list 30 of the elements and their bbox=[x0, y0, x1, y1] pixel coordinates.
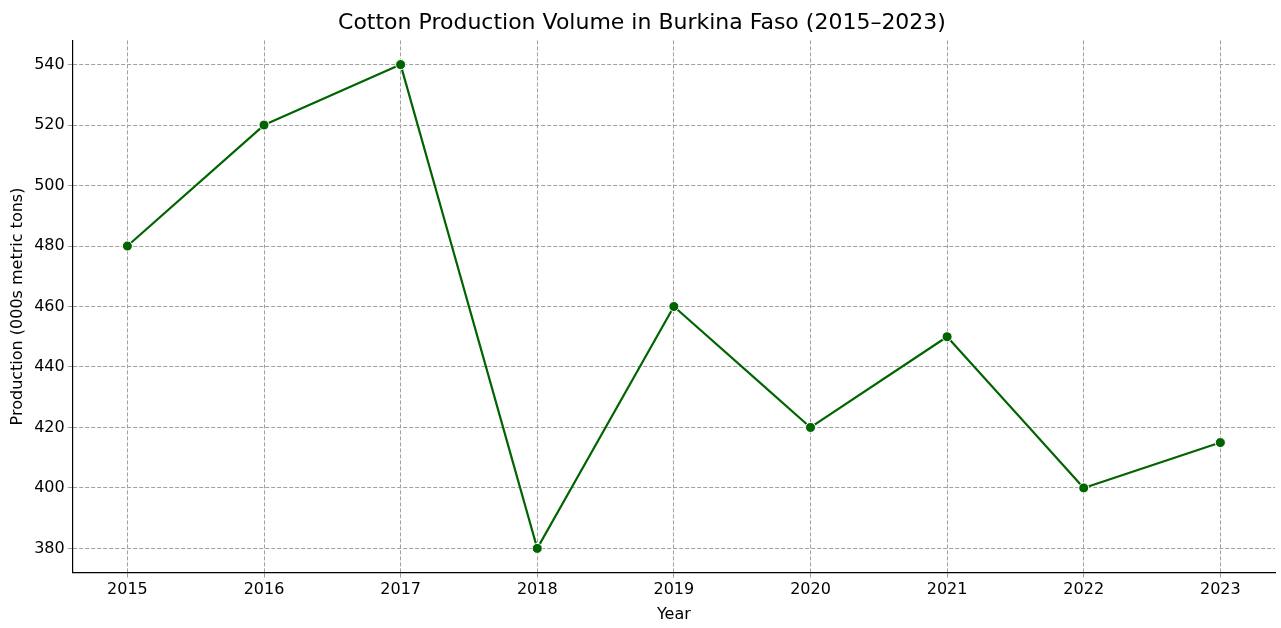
y-tick-label: 540 bbox=[34, 53, 65, 73]
y-tick-label: 380 bbox=[34, 537, 65, 557]
point bbox=[941, 331, 953, 343]
point bbox=[1078, 482, 1090, 494]
y-tick-label: 460 bbox=[34, 295, 65, 315]
point bbox=[258, 119, 270, 131]
y-tick-label: 400 bbox=[34, 477, 65, 497]
chart-title: Cotton Production Volume in Burkina Faso (2015–2023) bbox=[338, 8, 946, 34]
point bbox=[668, 301, 680, 312]
point bbox=[531, 542, 543, 554]
point bbox=[395, 59, 407, 71]
x-tick-label: 2017 bbox=[380, 579, 421, 599]
x-tick-label: 2020 bbox=[790, 579, 831, 599]
y-tick-label: 480 bbox=[34, 235, 65, 255]
x-tick-label: 2022 bbox=[1063, 579, 1105, 599]
x-tick-label: 2023 bbox=[1199, 579, 1241, 599]
y-axis-title: Production (000s metric tons) bbox=[6, 187, 26, 426]
x-tick-label: 2015 bbox=[107, 579, 148, 599]
y-tick-label: 500 bbox=[34, 174, 65, 194]
y-tick-label: 420 bbox=[34, 416, 65, 436]
x-tick-label: 2021 bbox=[926, 579, 968, 599]
x-tick-label: 2018 bbox=[516, 579, 558, 599]
x-tick-label: 2019 bbox=[653, 579, 695, 599]
x-axis-title: Year bbox=[655, 603, 692, 623]
point bbox=[1214, 437, 1226, 449]
x-tick-label: 2016 bbox=[243, 579, 285, 599]
y-tick-label: 520 bbox=[34, 114, 65, 134]
point bbox=[121, 240, 133, 252]
y-tick-label: 440 bbox=[34, 356, 65, 376]
point bbox=[804, 421, 816, 433]
